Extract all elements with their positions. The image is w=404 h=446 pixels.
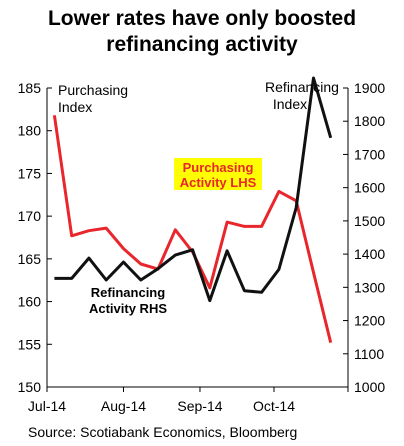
x-tick-label: Jul-14 xyxy=(28,398,66,414)
left-tick-label: 165 xyxy=(18,251,42,267)
x-tick-label: Sep-14 xyxy=(177,398,222,414)
purchasing-lhs-label-line2: Activity LHS xyxy=(180,175,257,190)
left-tick-label: 185 xyxy=(18,80,42,96)
x-tick-label: Oct-14 xyxy=(253,398,295,414)
right-tick-label: 1600 xyxy=(354,180,385,196)
chart-title: Lower rates have only boosted refinancin… xyxy=(0,6,404,58)
left-tick-label: 175 xyxy=(18,165,42,181)
refinancing-index-label-line1: Refinancing xyxy=(265,79,339,95)
right-tick-label: 1900 xyxy=(354,80,385,96)
right-tick-label: 1200 xyxy=(354,313,385,329)
chart-title-line2: refinancing activity xyxy=(106,33,298,56)
axis-ticks: 150 155 160 165 170 175 180 185 1000 1100 1200 1300… xyxy=(18,80,386,414)
plot-frame xyxy=(46,88,349,388)
right-tick-label: 1400 xyxy=(354,246,385,262)
left-tick-label: 150 xyxy=(18,379,42,395)
chart-title-line1: Lower rates have only boosted xyxy=(47,7,357,30)
refinancing-activity-line xyxy=(54,76,333,303)
left-tick-label: 160 xyxy=(18,294,42,310)
x-tick-label: Aug-14 xyxy=(101,398,146,414)
left-tick-label: 170 xyxy=(18,208,42,224)
refinancing-rhs-label-line1: Refinancing xyxy=(91,285,165,300)
purchasing-lhs-label-line1: Purchasing xyxy=(183,160,254,175)
purchasing-index-label-line2: Index xyxy=(58,99,92,115)
series-lines xyxy=(52,76,333,343)
right-tick-label: 1000 xyxy=(354,379,385,395)
left-tick-label: 180 xyxy=(18,123,42,139)
refinancing-index-label-line2: Index xyxy=(273,96,307,112)
right-tick-label: 1700 xyxy=(354,146,385,162)
right-tick-label: 1800 xyxy=(354,113,385,129)
refinancing-rhs-label-line2: Activity RHS xyxy=(89,301,167,316)
right-tick-label: 1100 xyxy=(354,346,384,362)
left-tick-label: 155 xyxy=(18,336,42,352)
purchasing-index-label-line1: Purchasing xyxy=(58,82,128,98)
purchasing-lhs-highlight xyxy=(174,158,262,190)
right-tick-label: 1500 xyxy=(354,213,385,229)
source-note: Source: Scotiabank Economics, Bloomberg xyxy=(28,424,298,440)
annotations: PurchasingIndexRefinancingIndexPurchasin… xyxy=(58,79,339,316)
right-tick-label: 1300 xyxy=(354,279,385,295)
